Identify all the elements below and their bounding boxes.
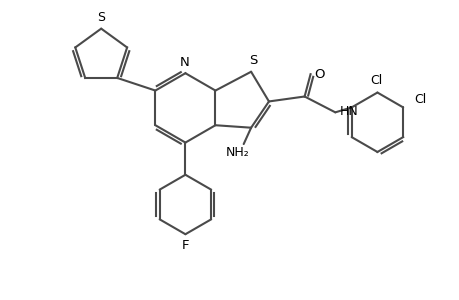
Text: F: F: [181, 238, 189, 252]
Text: NH₂: NH₂: [225, 146, 249, 159]
Text: S: S: [249, 54, 257, 67]
Text: HN: HN: [339, 105, 357, 118]
Text: N: N: [179, 56, 189, 69]
Text: Cl: Cl: [414, 94, 425, 106]
Text: Cl: Cl: [369, 74, 382, 87]
Text: O: O: [313, 68, 324, 81]
Text: S: S: [97, 11, 105, 24]
